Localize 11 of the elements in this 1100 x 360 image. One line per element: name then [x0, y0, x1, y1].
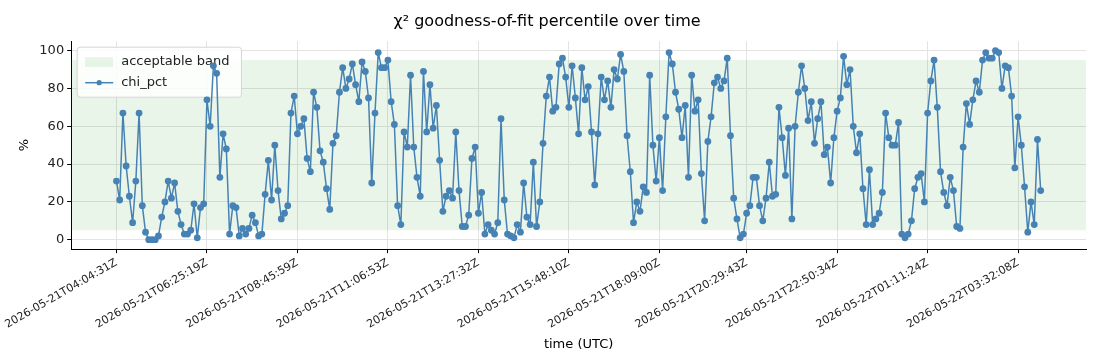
y-tick-label: 0	[55, 231, 65, 247]
y-tick-label: 20	[47, 193, 65, 209]
x-axis-title: time (UTC)	[543, 335, 614, 351]
y-tick-label: 80	[47, 79, 65, 95]
legend-label: chi_pct	[121, 74, 168, 90]
y-tick-label: 60	[47, 117, 65, 133]
y-tick-label: 40	[47, 155, 65, 171]
chart-title: χ² goodness-of-fit percentile over time	[393, 10, 701, 30]
band-label: acceptable band	[121, 53, 230, 69]
y-tick-label: 100	[39, 42, 65, 58]
y-axis-title: %	[15, 139, 31, 152]
